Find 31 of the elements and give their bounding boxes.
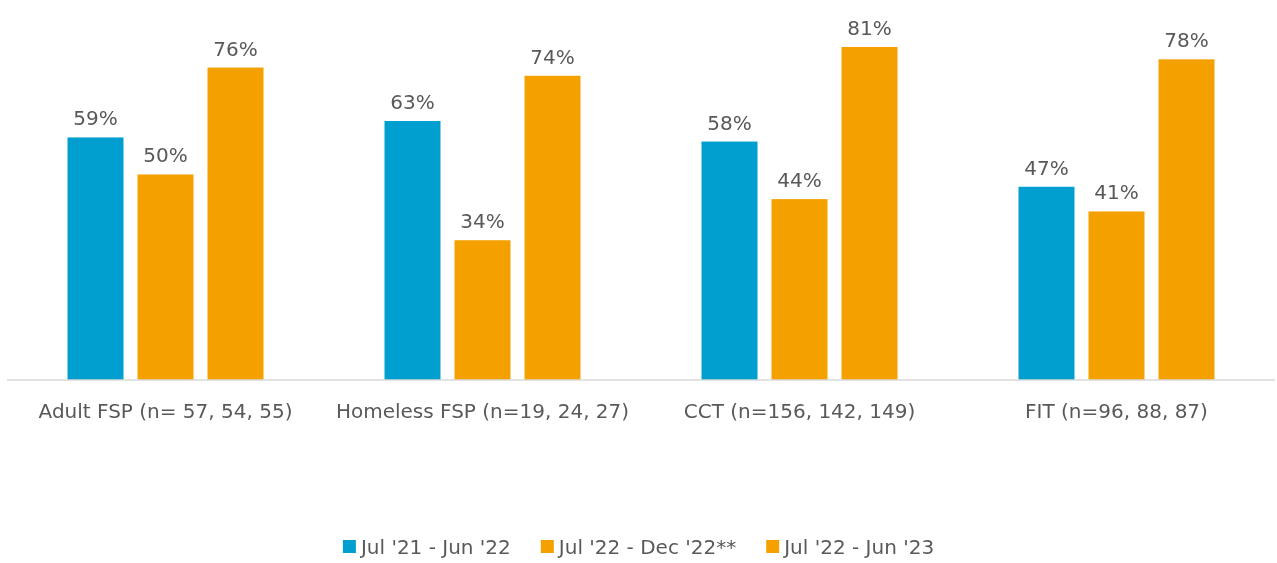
x-tick-label: Adult FSP (n= 57, 54, 55) xyxy=(38,399,293,423)
x-tick-label: FIT (n=96, 88, 87) xyxy=(1025,399,1208,423)
legend-label: Jul '21 - Jun '22 xyxy=(358,535,511,559)
bar xyxy=(1158,59,1215,380)
x-tick-label: CCT (n=156, 142, 149) xyxy=(683,399,916,423)
data-label: 78% xyxy=(1164,28,1209,53)
data-label: 41% xyxy=(1094,180,1139,205)
data-label: 34% xyxy=(460,209,505,234)
x-tick-label: Homeless FSP (n=19, 24, 27) xyxy=(335,399,630,423)
data-label: 76% xyxy=(213,36,258,61)
data-label: 74% xyxy=(530,44,575,69)
legend-label: Jul '22 - Dec '22** xyxy=(556,535,737,559)
data-label: 81% xyxy=(847,16,892,40)
bar xyxy=(454,240,511,380)
bar xyxy=(701,141,758,380)
bar xyxy=(524,75,581,380)
data-label: 44% xyxy=(777,168,822,193)
bar xyxy=(1018,186,1075,380)
data-label: 50% xyxy=(143,143,188,168)
legend-label: Jul '22 - Jun '23 xyxy=(782,535,935,559)
data-label: 59% xyxy=(73,106,118,131)
data-label: 47% xyxy=(1024,155,1069,180)
bar xyxy=(207,67,264,380)
bar xyxy=(67,137,124,380)
data-label: 63% xyxy=(390,90,435,114)
bar xyxy=(1088,211,1145,380)
data-label: 58% xyxy=(707,110,752,135)
bar xyxy=(384,121,441,380)
bar xyxy=(841,47,898,380)
bar xyxy=(771,199,828,380)
bar xyxy=(137,174,194,380)
